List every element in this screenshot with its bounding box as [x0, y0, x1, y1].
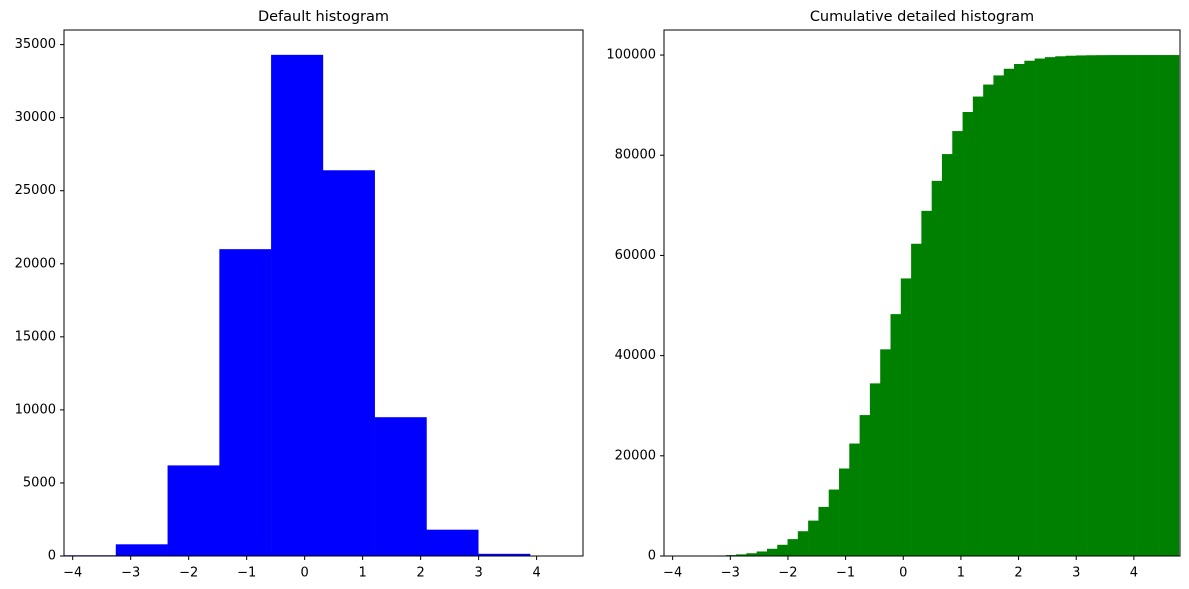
y-tick-label: 20000	[615, 448, 656, 463]
bar	[808, 520, 819, 556]
subplot: Default histogram −4 −3 −2 −1 0 1 2 3 4 0 5000 10000…	[15, 9, 584, 581]
axes-frame	[663, 29, 1181, 557]
x-tick-label: −2	[179, 566, 198, 581]
y-tick-label: 5000	[23, 475, 56, 490]
x-tick-label: −3	[721, 566, 740, 581]
x-tick-label: −1	[836, 566, 855, 581]
bar	[1106, 55, 1118, 556]
y-tick-label: 80000	[615, 148, 656, 163]
bar	[900, 278, 912, 556]
x-tick-label: 1	[957, 566, 965, 581]
bar	[993, 75, 1005, 556]
y-tick-label: 60000	[615, 248, 656, 263]
x-tick-label: 3	[474, 566, 482, 581]
bar	[849, 443, 860, 556]
y-tick-label: 30000	[15, 110, 56, 125]
bar	[962, 112, 974, 556]
bar	[1127, 55, 1138, 556]
bar	[1065, 55, 1077, 557]
y-tick-label: 40000	[615, 348, 656, 363]
bar	[787, 539, 799, 556]
bar	[921, 210, 932, 556]
bar	[1116, 55, 1128, 557]
bar	[828, 489, 840, 556]
y-tick-label: 25000	[15, 183, 56, 198]
axes-frame	[63, 29, 584, 557]
bar	[1044, 57, 1056, 557]
bar	[1003, 68, 1015, 557]
bar	[1024, 60, 1035, 556]
bar	[859, 415, 871, 556]
bar	[911, 243, 922, 556]
bar	[1147, 55, 1159, 557]
bar	[1014, 63, 1025, 556]
y-tick-label: 100000	[606, 48, 656, 63]
y-tick-label: 0	[48, 549, 56, 564]
x-tick-label: 4	[532, 566, 540, 581]
bar	[983, 84, 994, 556]
chart-title: Default histogram	[258, 9, 389, 25]
x-tick-label: 0	[899, 566, 907, 581]
bar	[797, 531, 809, 556]
bar	[839, 468, 850, 556]
x-tick-label: 1	[359, 566, 367, 581]
y-tick-label: 0	[648, 549, 656, 564]
bar	[941, 154, 953, 557]
bar	[952, 131, 963, 556]
bar	[869, 383, 881, 556]
x-tick-label: −1	[237, 566, 256, 581]
bar	[777, 544, 788, 556]
bar	[219, 249, 272, 556]
bar	[1034, 58, 1046, 556]
bar	[478, 553, 531, 556]
y-tick-label: 15000	[15, 329, 56, 344]
y-tick-label: 20000	[15, 256, 56, 271]
bar	[115, 544, 168, 556]
bar	[1137, 55, 1149, 557]
x-tick-label: 2	[416, 566, 424, 581]
chart-title: Cumulative detailed histogram	[810, 9, 1034, 25]
x-tick-label: 4	[1130, 566, 1138, 581]
bar	[1168, 55, 1180, 557]
bar	[1158, 55, 1169, 557]
y-tick-label: 10000	[15, 402, 56, 417]
bar	[746, 553, 757, 556]
bar	[931, 180, 943, 556]
bar	[890, 314, 902, 556]
bar	[374, 417, 427, 556]
x-tick-label: 2	[1014, 566, 1022, 581]
bar	[1055, 56, 1066, 556]
bar	[756, 551, 768, 556]
bar	[972, 96, 984, 556]
bar	[271, 54, 324, 556]
bar	[880, 349, 891, 556]
x-tick-label: −4	[663, 566, 682, 581]
bar	[426, 529, 479, 556]
bar	[167, 465, 220, 556]
x-tick-label: −4	[63, 566, 82, 581]
bar	[1075, 55, 1087, 556]
x-tick-label: −3	[121, 566, 140, 581]
bar	[1096, 55, 1108, 556]
y-tick-label: 35000	[15, 37, 56, 52]
bar	[818, 506, 830, 556]
subplot: Cumulative detailed histogram −4 −3 −2 −1 0 1 2…	[606, 9, 1181, 581]
x-tick-label: −2	[778, 566, 797, 581]
bar	[736, 554, 747, 556]
bar	[766, 548, 778, 556]
x-tick-label: 0	[301, 566, 309, 581]
bar	[322, 170, 375, 556]
x-tick-label: 3	[1072, 566, 1080, 581]
bar	[1086, 55, 1097, 557]
